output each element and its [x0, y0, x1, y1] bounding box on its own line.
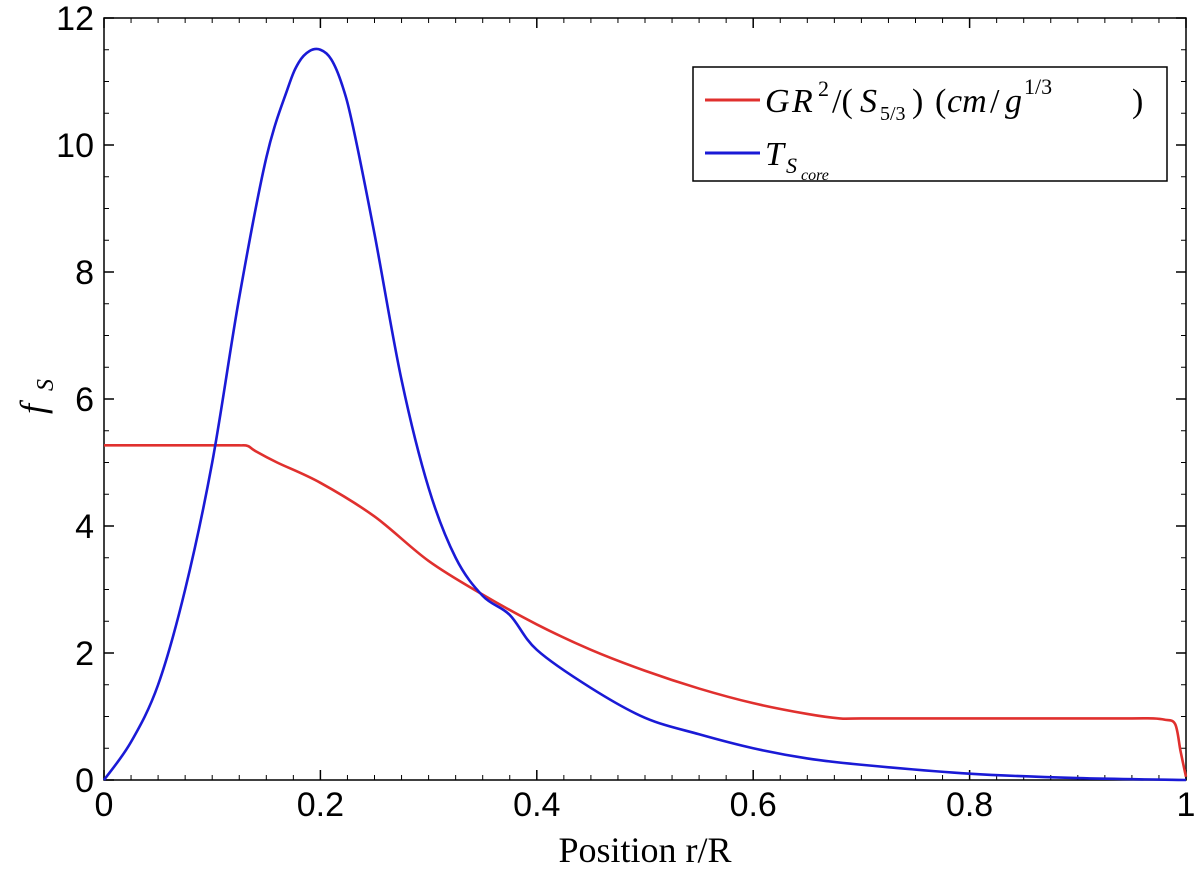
legend-red-sup13: 1/3	[1024, 74, 1052, 99]
legend-box	[692, 66, 1168, 182]
x-tick-label: 0.6	[730, 786, 777, 824]
legend-red-slash2: /	[990, 83, 1000, 120]
y-tick-label: 0	[75, 762, 94, 800]
axis-ticks	[103, 17, 1187, 781]
y-tick-label: 8	[75, 254, 94, 292]
y-tick-label: 4	[75, 508, 94, 546]
legend-blue-T: T	[765, 136, 786, 173]
y-axis-label-sub: S	[33, 379, 59, 391]
series-line-red	[104, 444, 1188, 778]
legend-red-sup2: 2	[818, 76, 829, 101]
x-tick-labels: 0 0.2 0.4 0.6 0.8 1	[95, 786, 1196, 824]
y-tick-label: 10	[56, 127, 94, 165]
legend-blue-core: core	[801, 167, 829, 184]
x-tick-label: 0.2	[297, 786, 344, 824]
y-axis-label: f S	[13, 379, 59, 414]
legend-red-g: g	[1005, 83, 1022, 120]
x-tick-label: 1	[1177, 786, 1196, 824]
y-axis-label-f: f	[13, 399, 53, 414]
legend: G R 2 /( S 5/3 ) ( cm / g 1/3 ) T S core	[692, 66, 1168, 184]
legend-blue-S: S	[786, 153, 797, 178]
x-tick-label: 0	[95, 786, 114, 824]
legend-red-sub: 5/3	[880, 103, 906, 125]
x-axis-label: Position r/R	[558, 830, 731, 870]
legend-entry-red: G R 2 /( S 5/3 ) ( cm / g 1/3 )	[765, 74, 1143, 125]
legend-red-R: R	[791, 83, 813, 120]
y-tick-label: 12	[56, 0, 94, 38]
legend-entry-blue: T S core	[765, 136, 829, 184]
series-layer	[102, 47, 1188, 782]
legend-red-units-open: (	[935, 83, 946, 120]
legend-red-units-close: )	[1132, 83, 1143, 120]
legend-red-cm: cm	[947, 83, 987, 120]
legend-red-slash: /(	[832, 83, 853, 120]
series-line-blue	[102, 47, 1187, 782]
legend-red-S: S	[860, 83, 877, 120]
x-tick-label: 0.4	[513, 786, 560, 824]
legend-red-G: G	[765, 83, 790, 120]
y-tick-label: 6	[75, 381, 94, 419]
x-tick-label: 0.8	[946, 786, 993, 824]
y-tick-labels: 0 2 4 6 8 10 12	[56, 0, 94, 800]
legend-red-paren: )	[912, 83, 923, 120]
y-tick-label: 2	[75, 635, 94, 673]
